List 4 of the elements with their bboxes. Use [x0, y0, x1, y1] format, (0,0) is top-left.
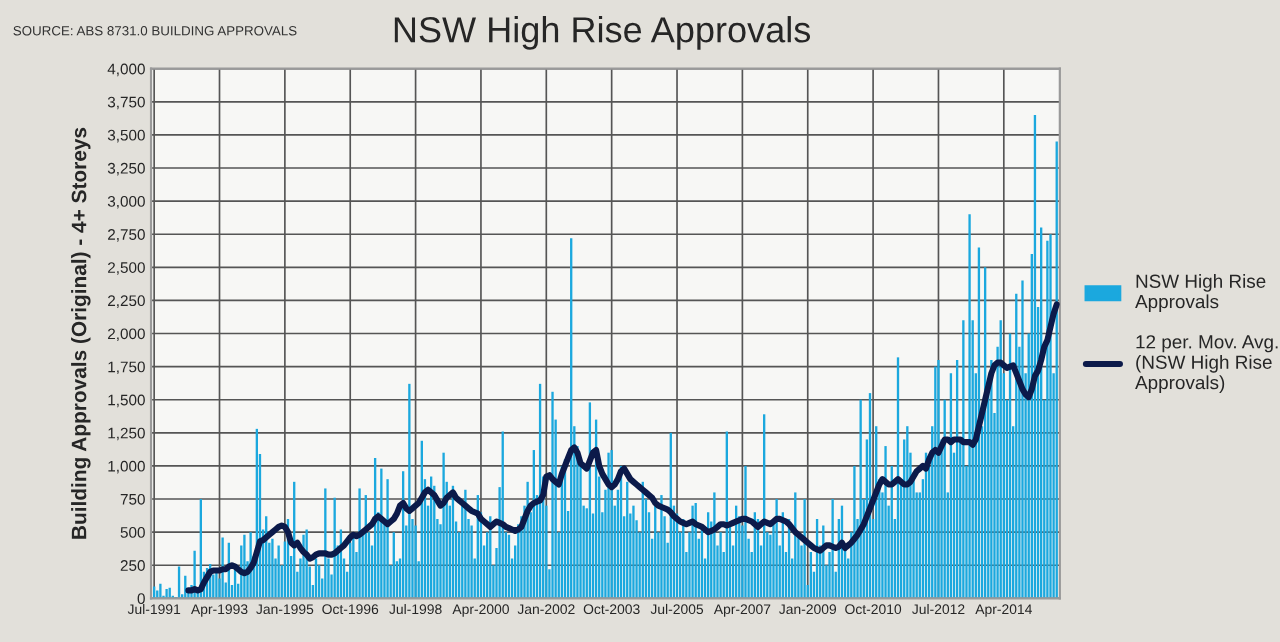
chart-title: NSW High Rise Approvals [394, 16, 811, 50]
legend-label: NSW High Rise Approvals [1135, 274, 1266, 313]
y-axis-title: Building Approvals (Original) - 4+ Storeys [71, 127, 91, 539]
legend-label: 12 per. Mov. Avg. (NSW High Rise Approvals) [1135, 335, 1278, 393]
